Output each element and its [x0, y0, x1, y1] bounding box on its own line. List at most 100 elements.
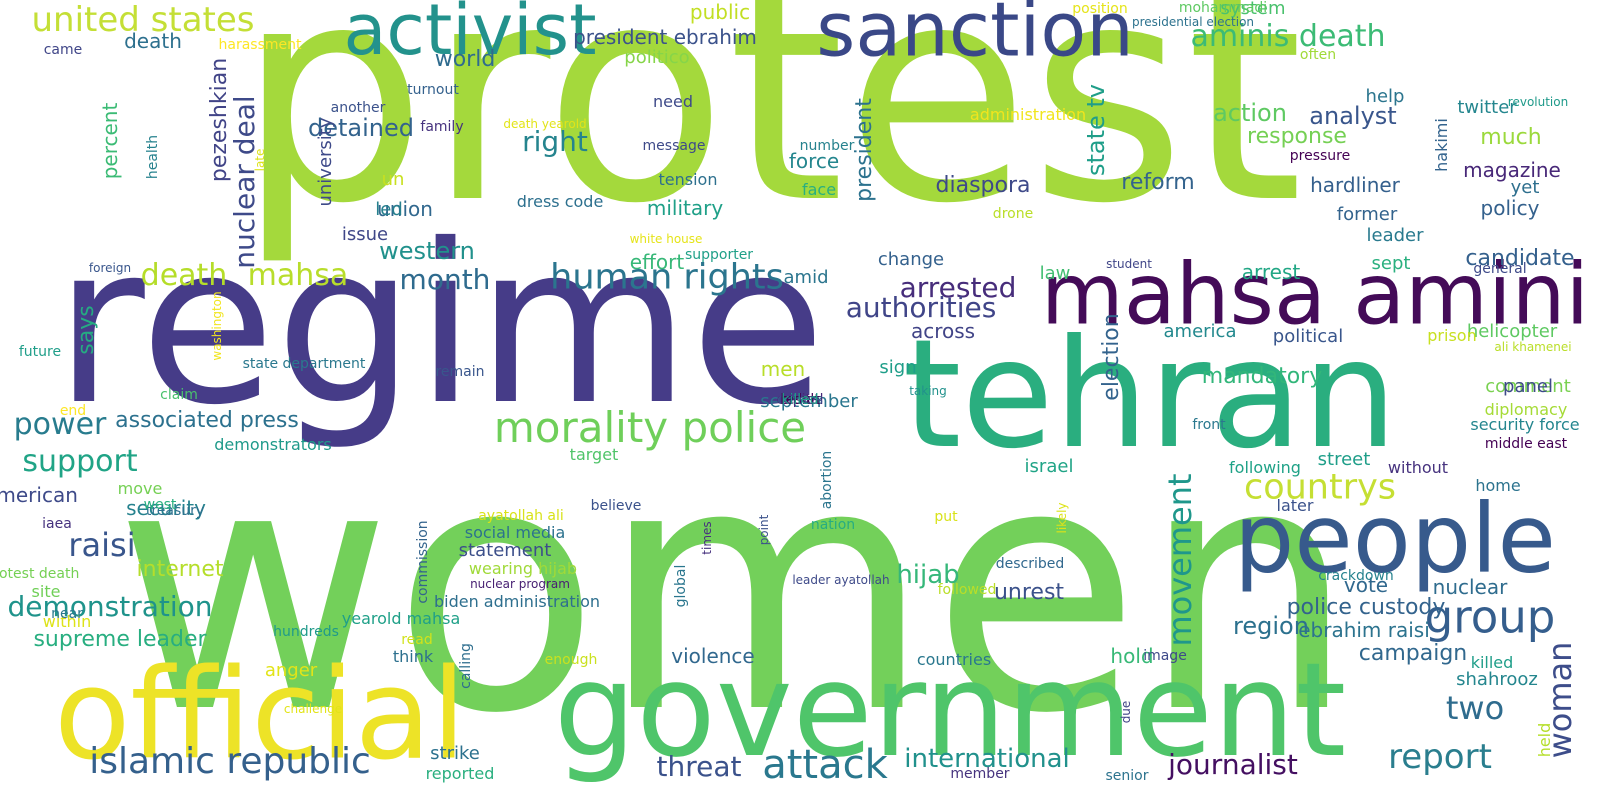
- word-leader: leader: [1366, 225, 1424, 246]
- word-issue: issue: [341, 224, 389, 245]
- word-regime: regime: [54, 197, 826, 453]
- word-front: front: [1192, 417, 1226, 433]
- word-government: government: [553, 634, 1347, 786]
- word-iaea: iaea: [42, 516, 72, 532]
- word-nation: nation: [810, 517, 856, 533]
- word-dress-code: dress code: [516, 192, 604, 211]
- word-message: message: [642, 138, 706, 154]
- word-home: home: [1475, 476, 1521, 495]
- word-need: need: [653, 92, 693, 111]
- word-tension: tension: [658, 170, 718, 189]
- word-turnout: turnout: [407, 82, 459, 98]
- word-likely: likely: [1055, 502, 1069, 534]
- word-west: west: [143, 497, 177, 513]
- word-detained: detained: [308, 114, 414, 142]
- word-mandatory: mandatory: [1201, 364, 1323, 389]
- word-general: general: [1473, 261, 1527, 277]
- word-response: response: [1247, 124, 1347, 149]
- word-month: month: [399, 263, 491, 296]
- word-people: people: [1233, 484, 1557, 595]
- word-right: right: [522, 125, 588, 158]
- word-magazine: magazine: [1463, 158, 1561, 182]
- word-action: action: [1213, 99, 1287, 127]
- word-death: death: [140, 258, 228, 293]
- word-often: often: [1299, 47, 1337, 63]
- word-social-media: social media: [464, 523, 566, 542]
- word-yearold-mahsa: yearold mahsa: [341, 609, 461, 628]
- word-white-house: white house: [629, 232, 703, 246]
- word-sanction: sanction: [816, 0, 1134, 74]
- word-nuclear-program: nuclear program: [470, 577, 570, 591]
- word-countries: countries: [916, 650, 992, 669]
- word-nuclear-deal: nuclear deal: [228, 95, 261, 269]
- word-panel: panel: [1503, 376, 1553, 397]
- word-revolution: revolution: [1507, 95, 1569, 109]
- word-another: another: [330, 100, 386, 116]
- word-claim: claim: [160, 387, 198, 403]
- word-ali-khamenei: ali khamenei: [1494, 340, 1572, 354]
- word-due: due: [1119, 700, 1133, 724]
- word-september: september: [760, 391, 858, 412]
- word-killed: killed: [1470, 653, 1514, 672]
- word-comes: comes: [777, 392, 823, 408]
- word-mahsa-amini: mahsa amini: [1040, 245, 1590, 345]
- word-comment: comment: [1485, 376, 1571, 397]
- word-position: position: [1072, 1, 1128, 17]
- word-followed: followed: [937, 582, 997, 598]
- word-member: member: [950, 766, 1010, 782]
- word-described: described: [995, 556, 1065, 572]
- word-election: election: [1099, 313, 1124, 401]
- word-un: un: [381, 169, 405, 190]
- word-security-force: security force: [1470, 415, 1580, 434]
- word-president: president: [852, 98, 877, 202]
- word-president-ebrahim: president ebrahim: [573, 25, 757, 49]
- word-point: point: [757, 514, 771, 546]
- word-think: think: [392, 647, 434, 666]
- word-mohammadi: mohammadi: [1178, 0, 1268, 16]
- word-system: system: [1220, 0, 1286, 19]
- word-military: military: [646, 196, 724, 220]
- word-global: global: [673, 564, 689, 608]
- word-police-custody: police custody: [1286, 595, 1446, 620]
- word-unrest: unrest: [993, 580, 1065, 605]
- word-policy: policy: [1480, 196, 1540, 220]
- word-hold: hold: [1110, 644, 1154, 668]
- word-israel: israel: [1024, 456, 1074, 477]
- word-killed: killed: [781, 392, 819, 408]
- word-international: international: [904, 744, 1070, 774]
- word-law: law: [1039, 263, 1071, 284]
- word-campaign: campaign: [1358, 641, 1468, 666]
- word-ayatollah-ali: ayatollah ali: [478, 508, 564, 524]
- word-percent: percent: [98, 102, 122, 180]
- word-journalist: journalist: [1168, 748, 1298, 781]
- word-presidential-election: presidential election: [1131, 15, 1255, 29]
- word-commission: commission: [415, 520, 431, 604]
- word-power: power: [13, 407, 107, 442]
- word-put: put: [934, 509, 958, 525]
- word-end: end: [59, 403, 87, 419]
- word-harassment: harassment: [218, 37, 302, 53]
- word-effort: effort: [629, 250, 685, 274]
- word-later: later: [1276, 496, 1314, 515]
- word-reform: reform: [1121, 170, 1195, 195]
- word-times: times: [700, 521, 714, 555]
- word-says: says: [74, 305, 99, 355]
- word-believe: believe: [590, 498, 642, 514]
- word-women: women: [114, 392, 1356, 788]
- word-arrest: arrest: [1241, 260, 1301, 284]
- word-pezeshkian: pezeshkian: [207, 57, 232, 183]
- word-came: came: [43, 42, 83, 58]
- word-yet: yet: [1510, 177, 1540, 198]
- word-helicopter: helicopter: [1466, 321, 1558, 342]
- word-sign: sign: [879, 357, 917, 378]
- word-face: face: [801, 180, 837, 199]
- word-death: death: [124, 29, 182, 53]
- word-help: help: [1365, 86, 1405, 107]
- word-amid: amid: [783, 267, 829, 288]
- word-hakimi: hakimi: [1432, 118, 1451, 172]
- word-movement: movement: [1161, 473, 1199, 647]
- word-hijab: hijab: [896, 560, 960, 590]
- word-group: group: [1424, 590, 1556, 644]
- word-led: led: [375, 199, 403, 220]
- word-former: former: [1336, 204, 1398, 225]
